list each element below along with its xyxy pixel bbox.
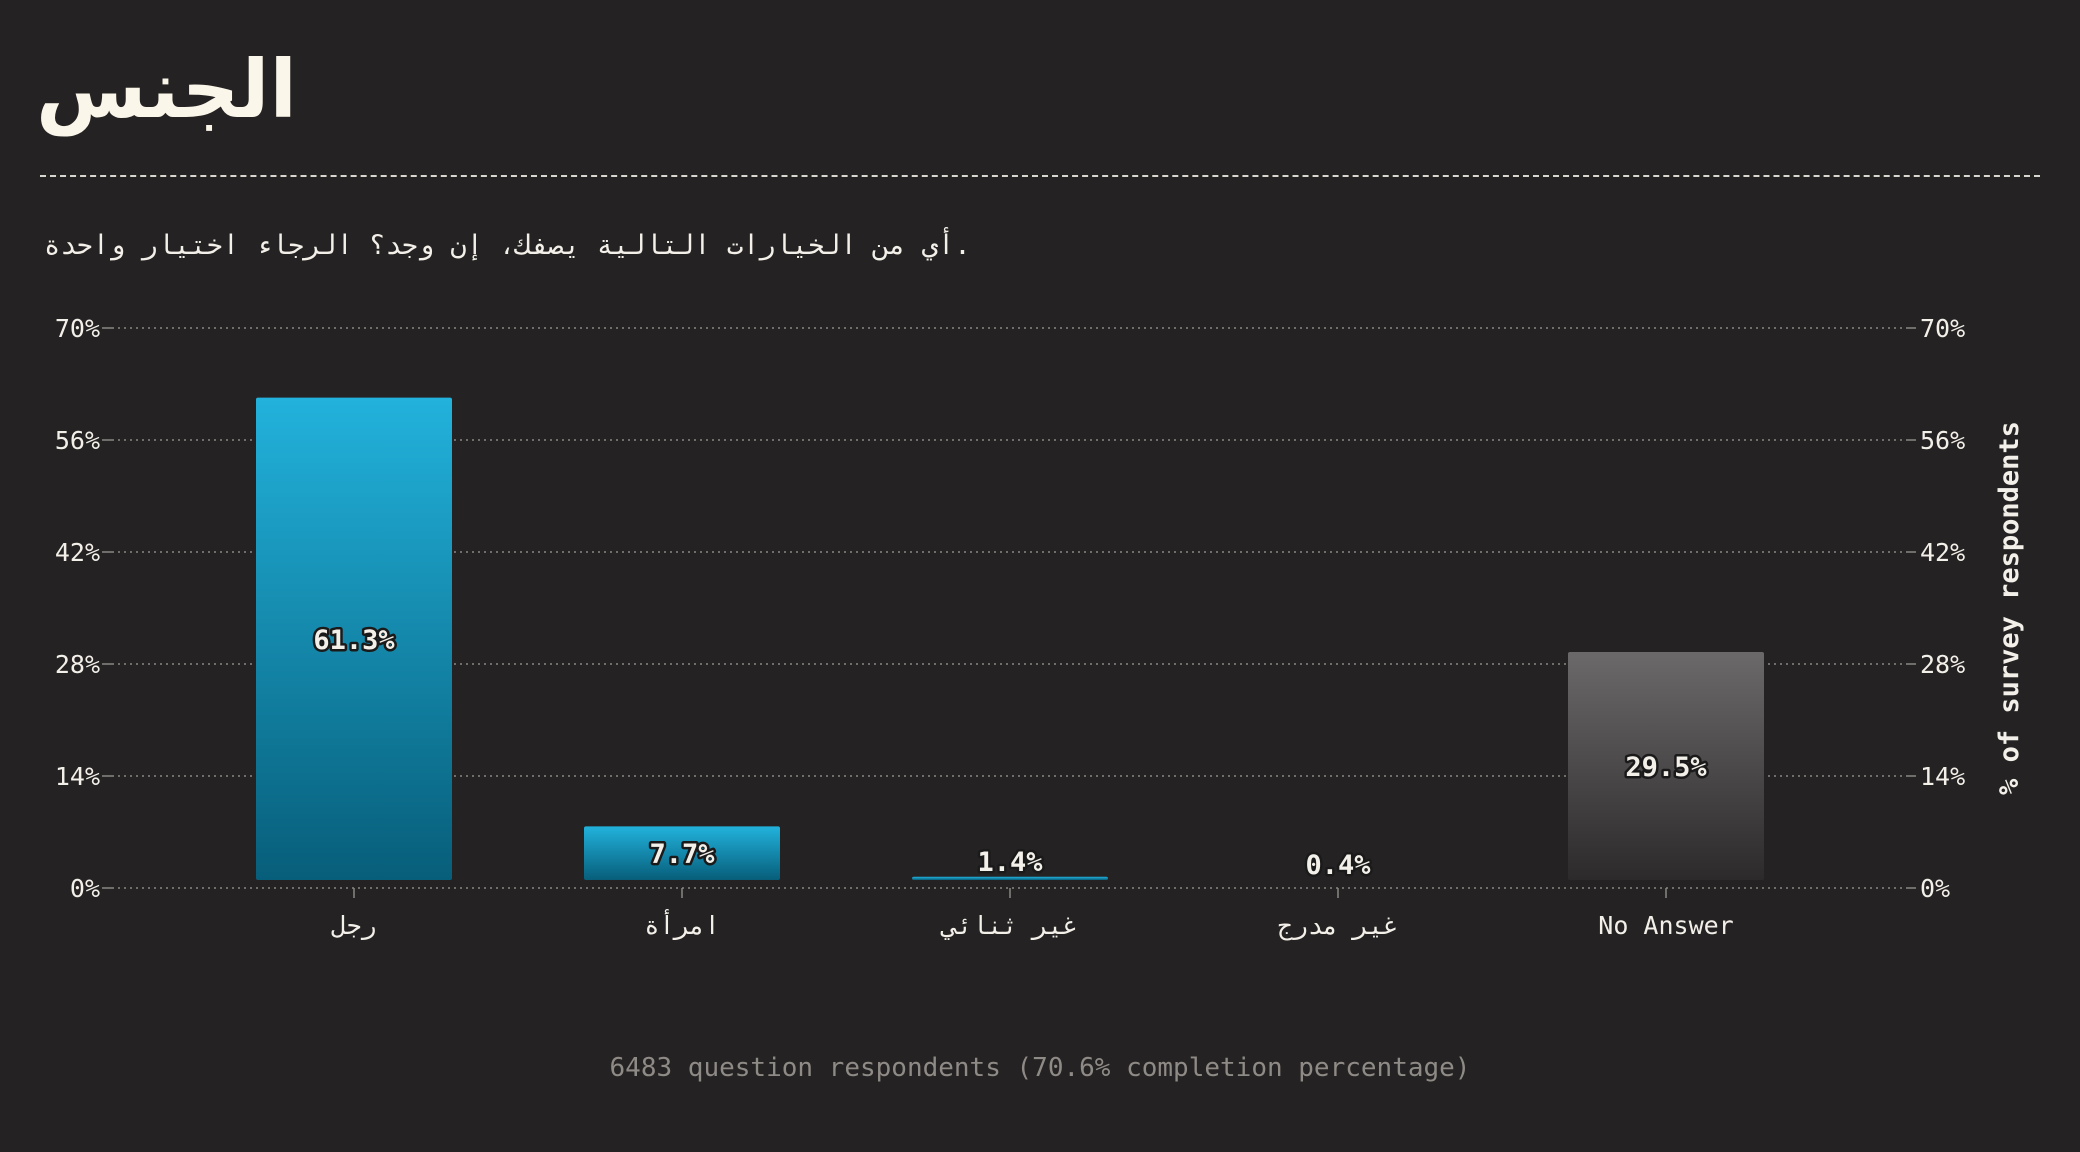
y-tick-label-right: 14% <box>1920 762 1965 791</box>
data-label: 61.3% <box>313 625 395 656</box>
x-tick-label: امرأة <box>644 908 719 940</box>
y-tick-label-right: 28% <box>1920 650 1965 679</box>
y-tick-label-right: 56% <box>1920 426 1965 455</box>
question-subtitle: أي من الخيارات التالية يصفك، إن وجد؟ الر… <box>44 230 971 261</box>
y-tick-label-left: 28% <box>55 650 100 679</box>
data-label: 7.7% <box>649 839 715 870</box>
x-tick-label: No Answer <box>1598 911 1733 940</box>
y-axis-label: % of survey respondents <box>1994 421 2025 795</box>
y-tick-label-left: 56% <box>55 426 100 455</box>
labels: 0% 0% 14% 14% 28% 28% 42% 42% 56% 56% 70% 70% % of s… <box>55 314 2025 941</box>
data-label: 29.5% <box>1625 752 1707 783</box>
respondents-footer: 6483 question respondents (70.6% complet… <box>609 1053 1471 1083</box>
x-tick-label: غير ثنائي <box>940 911 1077 940</box>
y-tick-label-left: 70% <box>55 314 100 343</box>
title-divider <box>40 175 2040 177</box>
bar <box>1568 652 1764 880</box>
y-tick-label-left: 14% <box>55 762 100 791</box>
bar <box>584 826 780 880</box>
x-tick-label: رجل <box>331 911 376 940</box>
data-label: 0.4% <box>1305 850 1371 881</box>
bar <box>256 397 452 880</box>
y-tick-label-left: 0% <box>70 874 100 903</box>
y-tick-label-right: 0% <box>1920 874 1950 903</box>
y-tick-label-left: 42% <box>55 538 100 567</box>
data-label: 1.4% <box>977 847 1043 878</box>
chart-title: الجنس <box>36 43 297 136</box>
y-tick-label-right: 42% <box>1920 538 1965 567</box>
bar-chart: 0% 0% 14% 14% 28% 28% 42% 42% 56% 56% 70% 70% % of s… <box>55 314 2025 941</box>
y-tick-label-right: 70% <box>1920 314 1965 343</box>
bars <box>256 397 1764 880</box>
x-tick-label: غير مدرج <box>1278 911 1398 941</box>
bar <box>912 876 1108 880</box>
